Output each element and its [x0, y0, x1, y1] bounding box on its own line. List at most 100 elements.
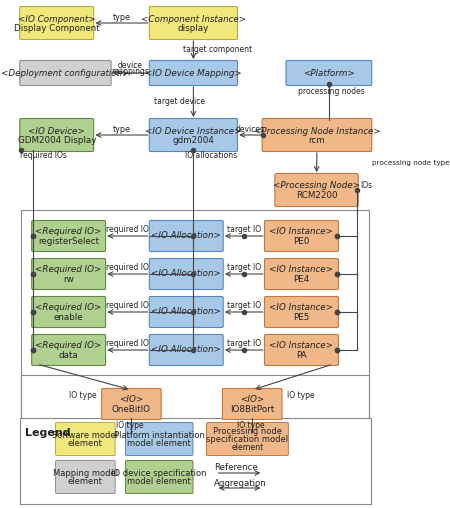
Text: processing node type: processing node type — [372, 160, 450, 166]
Text: processing nodes: processing nodes — [298, 87, 365, 97]
Text: IO device specification: IO device specification — [112, 468, 207, 478]
FancyBboxPatch shape — [262, 118, 372, 151]
FancyBboxPatch shape — [265, 220, 338, 251]
Text: Software model: Software model — [52, 430, 118, 439]
Text: element: element — [68, 478, 103, 487]
Text: PE4: PE4 — [293, 275, 310, 284]
Text: target IO: target IO — [227, 339, 261, 348]
Text: target IO: target IO — [227, 226, 261, 235]
Text: IO type: IO type — [237, 421, 265, 429]
Text: PA: PA — [296, 351, 307, 360]
Text: PE0: PE0 — [293, 237, 310, 246]
FancyBboxPatch shape — [222, 389, 282, 420]
Text: <IO Device>: <IO Device> — [28, 126, 85, 136]
Text: Legend: Legend — [25, 428, 71, 438]
Text: IO type: IO type — [116, 421, 144, 429]
Text: target IO: target IO — [227, 264, 261, 272]
Text: IO allocations: IO allocations — [185, 151, 237, 161]
Text: required IO: required IO — [106, 264, 149, 272]
Text: IO type: IO type — [287, 392, 315, 400]
FancyBboxPatch shape — [149, 220, 223, 251]
Text: <IO Allocation>: <IO Allocation> — [151, 270, 221, 278]
Text: <IO>: <IO> — [119, 396, 144, 404]
Text: element: element — [231, 442, 264, 452]
Text: devices: devices — [235, 125, 264, 135]
Text: Aggregation: Aggregation — [214, 479, 267, 488]
Text: <IO Allocation>: <IO Allocation> — [151, 307, 221, 316]
FancyBboxPatch shape — [32, 220, 106, 251]
Text: PE5: PE5 — [293, 313, 310, 322]
FancyBboxPatch shape — [149, 7, 238, 40]
Text: OneBitIO: OneBitIO — [112, 405, 151, 414]
Text: <IO Instance>: <IO Instance> — [270, 266, 333, 274]
Text: <IO Component>: <IO Component> — [18, 15, 95, 23]
Text: GDM2004 Display: GDM2004 Display — [18, 136, 96, 145]
FancyBboxPatch shape — [149, 118, 238, 151]
Text: enable: enable — [54, 313, 83, 322]
Text: mappings: mappings — [111, 67, 149, 76]
Text: model element: model element — [127, 439, 191, 449]
FancyBboxPatch shape — [265, 259, 338, 290]
FancyBboxPatch shape — [32, 297, 106, 328]
FancyBboxPatch shape — [149, 259, 223, 290]
Text: <Processing Node>: <Processing Node> — [273, 181, 360, 190]
Text: required IO: required IO — [106, 226, 149, 235]
Text: device: device — [118, 61, 143, 71]
Text: registerSelect: registerSelect — [38, 237, 99, 246]
Text: target IO: target IO — [227, 302, 261, 310]
FancyBboxPatch shape — [149, 60, 238, 85]
FancyBboxPatch shape — [265, 334, 338, 365]
Text: element: element — [68, 439, 103, 449]
FancyBboxPatch shape — [126, 460, 193, 493]
Bar — [20, 418, 371, 504]
Text: <IO Allocation>: <IO Allocation> — [151, 232, 221, 240]
Text: required IO: required IO — [106, 302, 149, 310]
FancyBboxPatch shape — [55, 423, 115, 456]
Bar — [21, 210, 369, 425]
Text: <Component Instance>: <Component Instance> — [141, 15, 246, 23]
Text: required IOs: required IOs — [20, 151, 67, 161]
Text: Display Component: Display Component — [14, 24, 99, 33]
FancyBboxPatch shape — [126, 423, 193, 456]
Text: Mapping model: Mapping model — [53, 468, 118, 478]
Text: <Processing Node Instance>: <Processing Node Instance> — [254, 126, 380, 136]
FancyBboxPatch shape — [275, 174, 358, 206]
Text: IO type: IO type — [69, 392, 96, 400]
Text: <Required IO>: <Required IO> — [36, 266, 102, 274]
Text: type: type — [112, 14, 130, 22]
Text: model element: model element — [127, 478, 191, 487]
FancyBboxPatch shape — [265, 297, 338, 328]
Text: data: data — [59, 351, 78, 360]
Text: RCM2200: RCM2200 — [296, 191, 338, 200]
FancyBboxPatch shape — [286, 60, 372, 85]
Text: <IO Instance>: <IO Instance> — [270, 228, 333, 237]
Text: <Required IO>: <Required IO> — [36, 228, 102, 237]
Text: rw: rw — [63, 275, 74, 284]
FancyBboxPatch shape — [149, 297, 223, 328]
Text: IO8BitPort: IO8BitPort — [230, 405, 274, 414]
FancyBboxPatch shape — [20, 60, 111, 85]
FancyBboxPatch shape — [20, 118, 94, 151]
FancyBboxPatch shape — [32, 334, 106, 365]
Text: gdm2004: gdm2004 — [172, 136, 214, 145]
Text: Reference: Reference — [214, 463, 258, 472]
Text: specification model: specification model — [207, 435, 288, 444]
Text: IOs: IOs — [360, 180, 373, 189]
Text: type: type — [112, 125, 130, 135]
Text: Processing node: Processing node — [213, 428, 282, 436]
FancyBboxPatch shape — [20, 7, 94, 40]
Text: target component: target component — [183, 46, 252, 54]
FancyBboxPatch shape — [32, 259, 106, 290]
Text: target device: target device — [153, 98, 205, 107]
Text: rcm: rcm — [309, 136, 325, 145]
Text: <Required IO>: <Required IO> — [36, 341, 102, 351]
Text: display: display — [178, 24, 209, 33]
Text: <IO>: <IO> — [240, 396, 264, 404]
Text: <IO Instance>: <IO Instance> — [270, 341, 333, 351]
FancyBboxPatch shape — [102, 389, 161, 420]
Text: Platform instantiation: Platform instantiation — [114, 430, 205, 439]
Text: <IO Instance>: <IO Instance> — [270, 303, 333, 312]
Text: <Platform>: <Platform> — [303, 69, 355, 78]
FancyBboxPatch shape — [207, 423, 288, 456]
Text: <Deployment configuration>: <Deployment configuration> — [1, 69, 130, 78]
